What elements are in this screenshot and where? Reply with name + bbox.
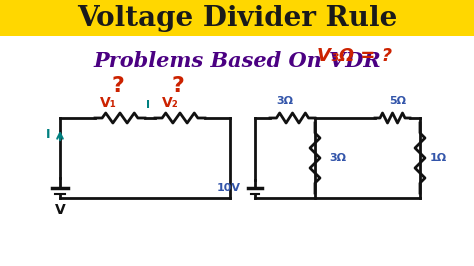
Text: V₁: V₁: [100, 96, 117, 110]
Text: V₂: V₂: [162, 96, 178, 110]
Text: Voltage Divider Rule: Voltage Divider Rule: [77, 5, 397, 31]
Text: 1Ω: 1Ω: [430, 153, 447, 163]
Text: I: I: [146, 100, 150, 110]
Text: ?: ?: [172, 76, 184, 96]
Text: 10V: 10V: [217, 183, 241, 193]
Text: ?: ?: [111, 76, 125, 96]
Text: V: V: [55, 203, 65, 217]
Text: 3Ω: 3Ω: [276, 96, 293, 106]
Text: 5Ω: 5Ω: [389, 96, 406, 106]
Text: V₃Ω = ?: V₃Ω = ?: [318, 47, 392, 65]
Text: Problems Based On VDR: Problems Based On VDR: [93, 51, 381, 71]
Text: I: I: [46, 128, 50, 142]
Text: 3Ω: 3Ω: [329, 153, 346, 163]
FancyBboxPatch shape: [0, 0, 474, 36]
